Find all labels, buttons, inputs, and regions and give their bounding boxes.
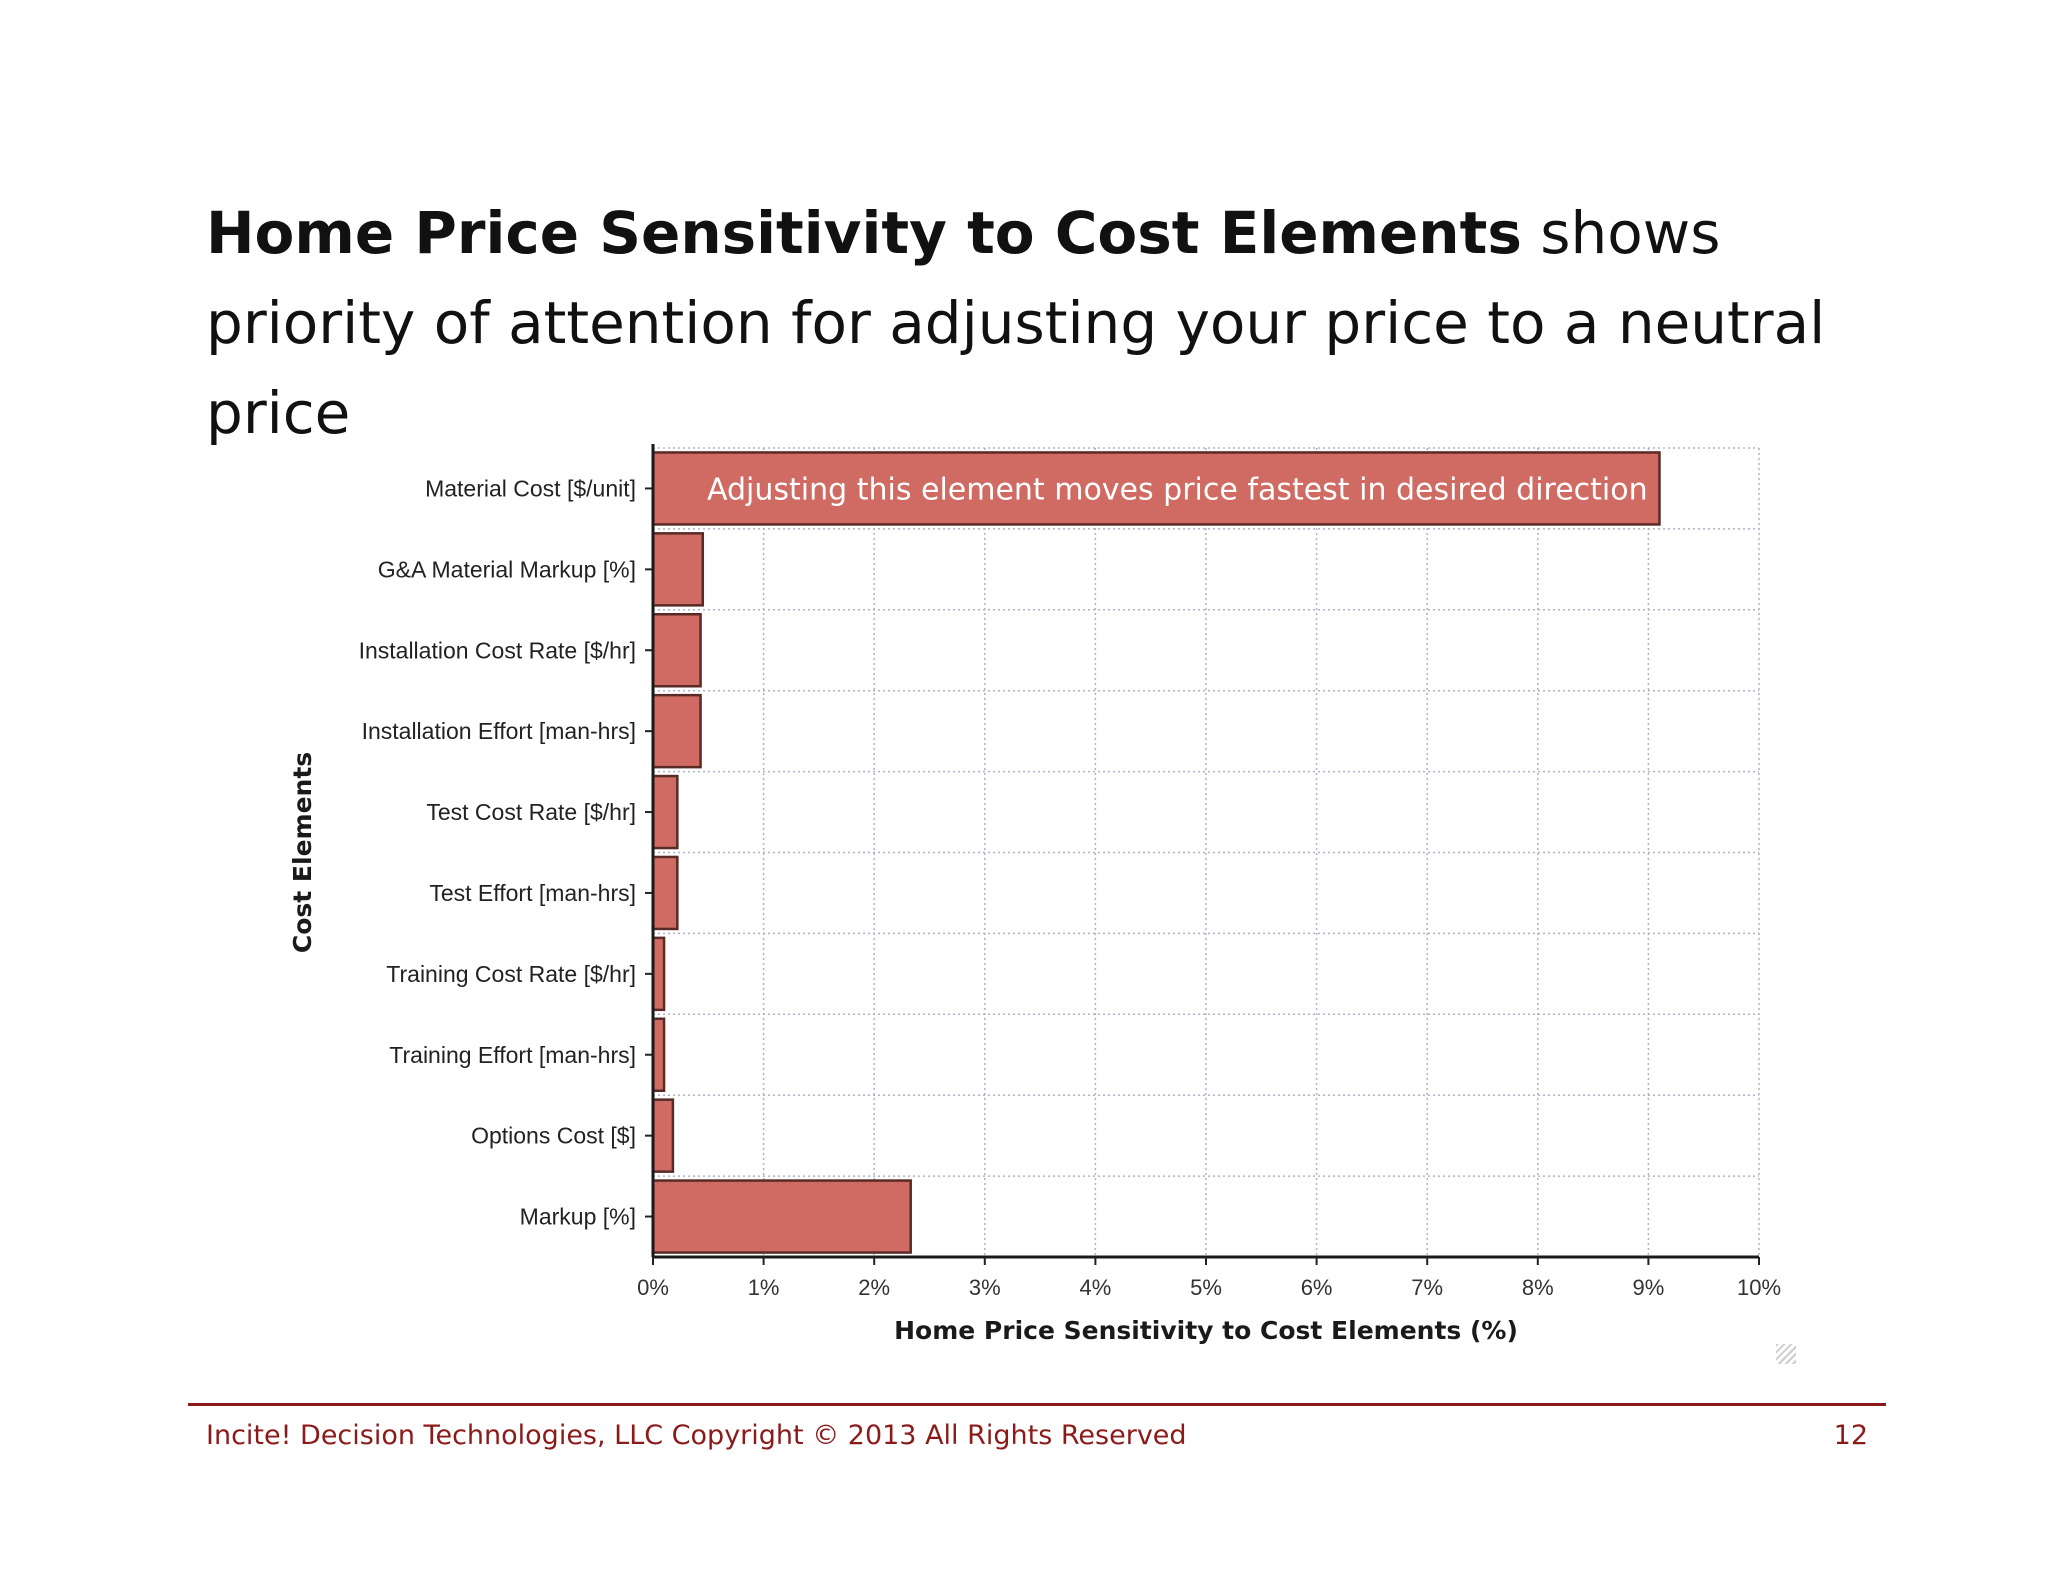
resize-grip-icon bbox=[1776, 1344, 1796, 1364]
category-label: Test Cost Rate [$/hr] bbox=[426, 799, 636, 825]
category-label: Installation Effort [man-hrs] bbox=[362, 718, 636, 744]
slide-title-rest: shows priority of attention for adjustin… bbox=[206, 199, 1826, 447]
category-label: Training Cost Rate [$/hr] bbox=[386, 961, 636, 987]
x-tick-label: 0% bbox=[637, 1275, 669, 1300]
chart-labels: Material Cost [$/unit] G&A Material Marku… bbox=[288, 472, 1781, 1345]
bar bbox=[651, 451, 1661, 526]
x-axis-title: Home Price Sensitivity to Cost Elements … bbox=[894, 1316, 1518, 1345]
bar-annotation: Adjusting this element moves price faste… bbox=[707, 472, 1648, 507]
category-label: Training Effort [man-hrs] bbox=[389, 1042, 636, 1068]
footer-divider bbox=[188, 1403, 1886, 1406]
category-label: Options Cost [$] bbox=[471, 1123, 636, 1149]
x-tick-label: 3% bbox=[969, 1275, 1001, 1300]
slide-title: Home Price Sensitivity to Cost Elements … bbox=[206, 188, 1886, 458]
bar bbox=[651, 1017, 666, 1092]
x-tick-label: 2% bbox=[858, 1275, 890, 1300]
bar bbox=[651, 1098, 675, 1173]
slide-title-bold: Home Price Sensitivity to Cost Elements bbox=[206, 199, 1522, 267]
chart-grid bbox=[653, 447, 1760, 1257]
bar bbox=[651, 613, 702, 688]
x-tick-label: 4% bbox=[1080, 1275, 1112, 1300]
x-tick-label: 8% bbox=[1522, 1275, 1554, 1300]
bar bbox=[651, 532, 705, 607]
x-tick-label: 6% bbox=[1301, 1275, 1333, 1300]
bar bbox=[651, 693, 702, 769]
x-tick-label: 5% bbox=[1190, 1275, 1222, 1300]
x-tick-label: 9% bbox=[1633, 1275, 1665, 1300]
chart-axes bbox=[645, 444, 1760, 1265]
category-label: Test Effort [man-hrs] bbox=[429, 880, 636, 906]
x-tick-label: 10% bbox=[1737, 1275, 1781, 1300]
bar bbox=[651, 936, 666, 1012]
x-tick-label: 1% bbox=[748, 1275, 780, 1300]
page-number: 12 bbox=[1833, 1420, 1868, 1451]
bar bbox=[651, 855, 679, 931]
x-tick-label: 7% bbox=[1411, 1275, 1443, 1300]
category-label: Markup [%] bbox=[520, 1204, 636, 1230]
bar bbox=[651, 1179, 912, 1254]
category-label: Material Cost [$/unit] bbox=[425, 475, 636, 501]
footer-copyright: Incite! Decision Technologies, LLC Copyr… bbox=[206, 1420, 1187, 1451]
bar bbox=[651, 774, 679, 850]
category-label: Installation Cost Rate [$/hr] bbox=[359, 637, 636, 663]
y-axis-title: Cost Elements bbox=[288, 752, 317, 953]
category-label: G&A Material Markup [%] bbox=[378, 556, 636, 582]
